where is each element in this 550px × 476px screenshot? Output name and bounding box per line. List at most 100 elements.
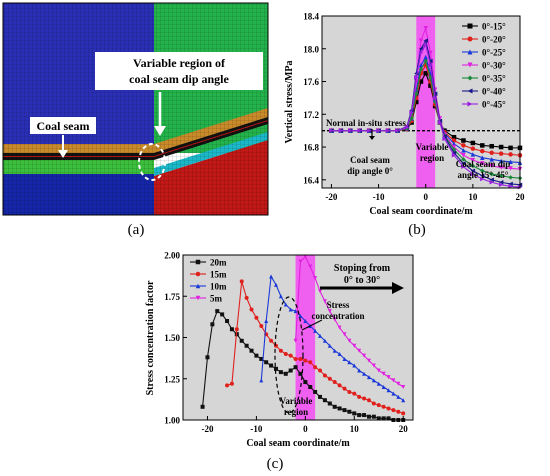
data-point	[229, 381, 234, 386]
y-tick-label: 18.0	[303, 44, 319, 54]
data-point	[303, 319, 308, 323]
data-point	[327, 343, 332, 348]
legend-marker	[467, 49, 473, 55]
y-tick-label: 17.6	[303, 77, 319, 87]
data-point	[357, 348, 362, 353]
legend-label: 0°-35°	[482, 74, 506, 84]
data-point	[308, 360, 313, 365]
data-point	[391, 408, 396, 413]
x-tick-label: -10	[373, 192, 385, 202]
data-point	[489, 157, 494, 162]
data-point	[362, 396, 367, 401]
data-point	[396, 409, 401, 414]
y-tick-label: 17.2	[303, 110, 319, 120]
data-point	[313, 328, 318, 333]
data-point	[376, 403, 381, 408]
data-point	[401, 411, 406, 416]
panel-c-stress-ellipse	[274, 296, 304, 414]
panel-a-mesh-model	[3, 3, 268, 215]
series-5m	[293, 254, 406, 389]
data-point	[357, 413, 362, 418]
series-0°-45°	[329, 42, 523, 190]
data-point	[327, 309, 332, 314]
data-point	[396, 381, 401, 386]
data-point	[451, 134, 457, 140]
data-point	[480, 143, 485, 148]
data-point	[451, 152, 457, 158]
data-point	[381, 416, 386, 421]
data-point	[442, 136, 447, 142]
data-point	[352, 411, 357, 416]
data-point	[337, 325, 342, 330]
data-point	[451, 150, 457, 156]
data-point	[288, 368, 293, 373]
data-point	[352, 391, 357, 396]
data-point	[318, 394, 323, 399]
data-point	[259, 323, 264, 328]
data-point	[288, 307, 293, 312]
data-point	[498, 158, 504, 164]
data-point	[259, 378, 264, 383]
data-point	[461, 138, 466, 143]
data-point	[357, 128, 362, 133]
panel-c-shade-label-line1: Variable	[280, 396, 313, 406]
data-point	[303, 254, 308, 259]
x-tick-label: 0	[303, 424, 308, 434]
y-tick-label: 16.4	[303, 175, 319, 185]
data-point	[273, 366, 278, 371]
data-point	[269, 338, 274, 343]
data-point	[414, 75, 419, 80]
data-point	[298, 371, 303, 376]
panel-c-stoping-label-line2: 0° to 30°	[344, 275, 380, 286]
data-point	[391, 391, 396, 396]
data-point	[313, 365, 318, 370]
data-point	[337, 383, 342, 388]
legend-item: 0°-15°	[462, 22, 506, 32]
data-point	[329, 128, 334, 133]
y-tick-label: 1.50	[164, 333, 180, 343]
data-point	[308, 385, 313, 389]
data-point	[376, 381, 381, 386]
data-point	[386, 375, 391, 380]
data-point	[362, 371, 367, 376]
legend-label: 0°-25°	[482, 48, 506, 58]
x-tick-label: 20	[516, 192, 526, 202]
coal-seam-label-box	[30, 117, 96, 134]
data-point	[308, 264, 313, 269]
data-point	[293, 356, 298, 361]
data-point	[264, 319, 269, 323]
data-point	[386, 388, 391, 393]
y-tick-label: 1.25	[164, 374, 180, 384]
data-point	[327, 401, 332, 406]
data-point	[498, 180, 504, 185]
panel-b-reference-label: Normal in-situ stress	[326, 118, 406, 128]
data-point	[371, 363, 376, 368]
data-point	[273, 282, 278, 287]
legend-label: 0°-40°	[482, 87, 506, 97]
legend-item: 15m	[190, 270, 227, 280]
data-point	[423, 26, 428, 31]
data-point	[352, 343, 357, 348]
data-point	[395, 128, 400, 133]
coal-seam-arrowhead	[58, 150, 68, 158]
data-point	[225, 319, 230, 323]
data-point	[342, 408, 347, 413]
data-point	[338, 128, 344, 133]
data-point	[249, 307, 254, 312]
data-point	[498, 151, 504, 156]
legend-label: 15m	[210, 270, 227, 280]
data-point	[376, 128, 381, 133]
panel-c-caption: (c)	[267, 456, 284, 472]
data-point	[278, 348, 283, 353]
y-tick-label: 1.75	[164, 292, 180, 302]
panel-b-caption: (b)	[408, 222, 426, 238]
data-point	[381, 404, 386, 409]
panel-b-reference-arrowhead	[369, 136, 375, 140]
data-point	[322, 373, 327, 378]
data-point	[342, 332, 347, 337]
data-point	[418, 66, 424, 72]
data-point	[303, 380, 308, 385]
data-point	[386, 406, 391, 411]
x-tick-label: 10	[350, 424, 360, 434]
data-point	[489, 150, 494, 156]
